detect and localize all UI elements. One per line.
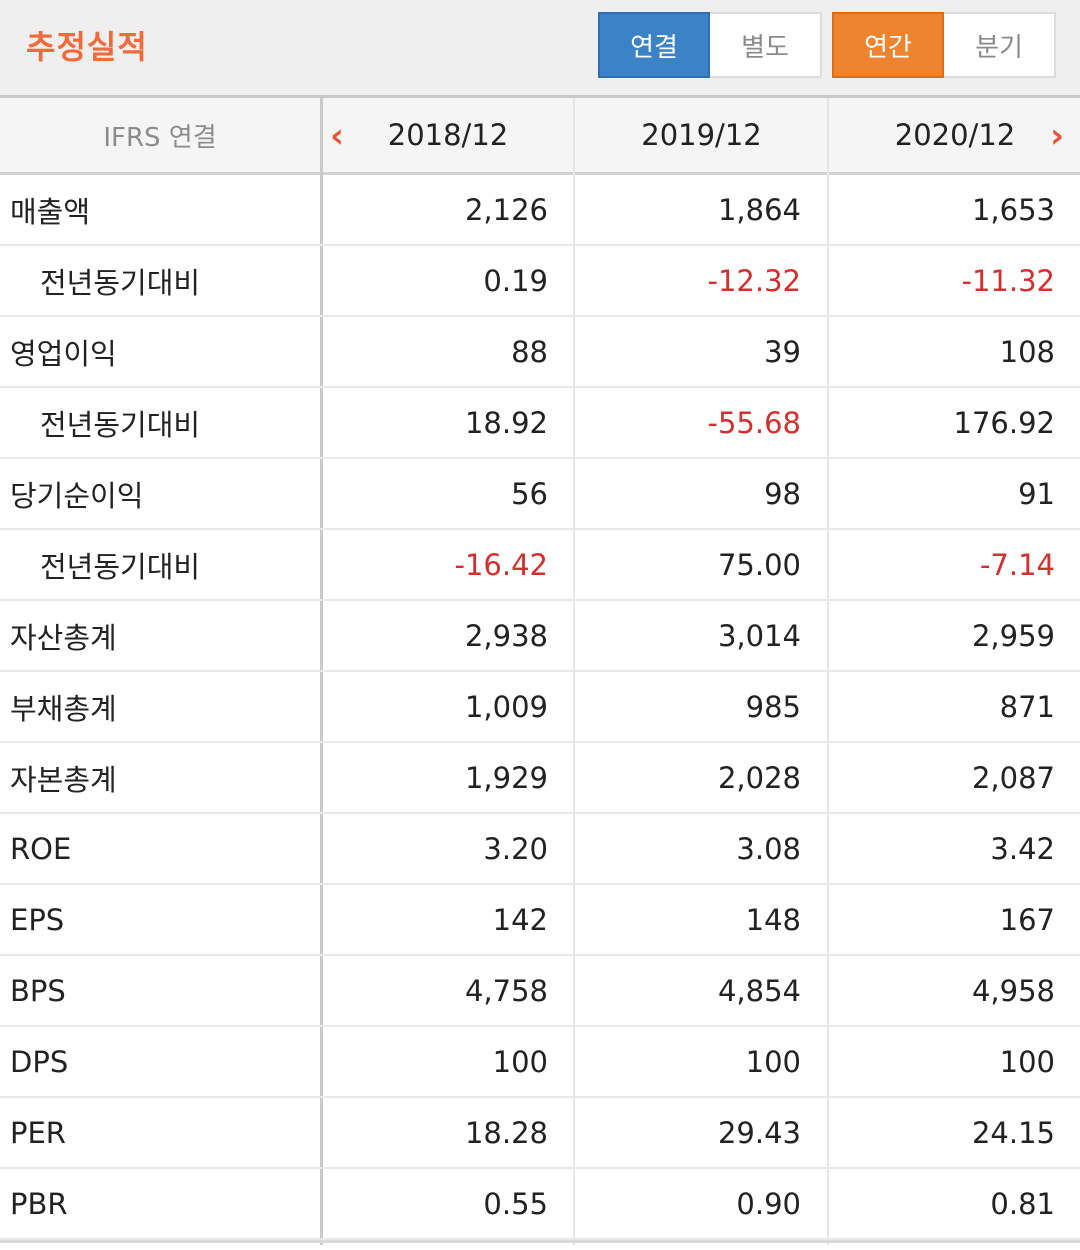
consolidated-button[interactable]: 연결 (598, 12, 710, 78)
value-cell: 100 (745, 1044, 801, 1079)
chevron-right-icon[interactable]: › (1050, 116, 1065, 156)
value-cell: 3,014 (717, 618, 801, 653)
value-cell: 2,028 (717, 760, 801, 795)
table-row: 자본총계 1,929 2,028 2,087 (0, 743, 1080, 814)
value-cell: 2,938 (464, 618, 548, 653)
row-label: 자본총계 (10, 762, 117, 797)
annual-button[interactable]: 연간 (832, 12, 944, 78)
value-cell: 1,653 (971, 192, 1055, 227)
value-cell: 2,087 (971, 760, 1055, 795)
value-cell: 4,854 (717, 973, 801, 1008)
value-cell: 88 (511, 334, 548, 369)
consolidation-toggle: 연결 별도 (598, 12, 822, 78)
value-cell: 1,009 (464, 689, 548, 724)
ifrs-label: IFRS 연결 (103, 122, 217, 153)
header-bar: 추정실적 연결 별도 연간 분기 (0, 0, 1080, 95)
value-cell: 4,958 (971, 973, 1055, 1008)
table-row: 당기순이익 56 98 91 (0, 459, 1080, 530)
row-label: 매출액 (10, 194, 91, 229)
value-cell: 0.19 (483, 263, 548, 298)
value-cell: -7.14 (979, 547, 1055, 582)
row-label: 당기순이익 (10, 478, 144, 513)
table-row: EPS 142 148 167 (0, 885, 1080, 956)
table-row: PBR 0.55 0.90 0.81 (0, 1169, 1080, 1240)
year-header-3: 2020/12 (894, 118, 1016, 152)
value-cell: 98 (764, 476, 801, 511)
table-row: 매출액 2,126 1,864 1,653 (0, 175, 1080, 246)
value-cell: 18.28 (464, 1115, 548, 1150)
period-toggle: 연간 분기 (832, 12, 1056, 78)
value-cell: 3.42 (990, 831, 1055, 866)
value-cell: 1,864 (717, 192, 801, 227)
quarterly-button[interactable]: 분기 (944, 12, 1056, 78)
value-cell: -11.32 (961, 263, 1056, 298)
value-cell: 0.81 (990, 1186, 1055, 1221)
table-row: DPS 100 100 100 (0, 1027, 1080, 1098)
value-cell: 18.92 (464, 405, 548, 440)
value-cell: -12.32 (707, 263, 802, 298)
value-cell: 871 (999, 689, 1055, 724)
value-cell: 985 (745, 689, 801, 724)
value-cell: 100 (999, 1044, 1055, 1079)
value-cell: 24.15 (971, 1115, 1055, 1150)
value-cell: 1,929 (464, 760, 548, 795)
row-label: EPS (10, 902, 65, 937)
value-cell: 75.00 (717, 547, 801, 582)
table-header: IFRS 연결 2018/12 2019/12 2020/12 ‹ › (0, 98, 1080, 175)
value-cell: 56 (511, 476, 548, 511)
row-label: PER (10, 1115, 66, 1150)
value-cell: 142 (492, 902, 548, 937)
chevron-left-icon[interactable]: ‹ (330, 116, 345, 156)
value-cell: 108 (999, 334, 1055, 369)
value-cell: 29.43 (717, 1115, 801, 1150)
row-label: DPS (10, 1044, 69, 1079)
value-cell: 167 (999, 902, 1055, 937)
estimates-table: IFRS 연결 2018/12 2019/12 2020/12 ‹ › 매출액 2… (0, 95, 1080, 1245)
table-row: ROE 3.20 3.08 3.42 (0, 814, 1080, 885)
value-cell: -16.42 (454, 547, 549, 582)
year-header-1: 2018/12 (387, 118, 509, 152)
table-row: 전년동기대비 0.19 -12.32 -11.32 (0, 246, 1080, 317)
value-cell: 4,758 (464, 973, 548, 1008)
page-title: 추정실적 (26, 28, 148, 66)
value-cell: 2,126 (464, 192, 548, 227)
table-body: 매출액 2,126 1,864 1,653 전년동기대비 0.19 -12.32 -11.32… (0, 175, 1080, 1240)
row-label: BPS (10, 973, 66, 1008)
row-label: 전년동기대비 (40, 265, 201, 300)
table-row: 부채총계 1,009 985 871 (0, 672, 1080, 743)
value-cell: 0.55 (483, 1186, 548, 1221)
divider (0, 1240, 1080, 1243)
value-cell: 3.08 (736, 831, 801, 866)
value-cell: 3.20 (483, 831, 548, 866)
table-row: 영업이익 88 39 108 (0, 317, 1080, 388)
value-cell: 100 (492, 1044, 548, 1079)
year-header-2: 2019/12 (641, 118, 762, 152)
table-row: BPS 4,758 4,854 4,958 (0, 956, 1080, 1027)
row-label: ROE (10, 831, 72, 866)
table-row: PER 18.28 29.43 24.15 (0, 1098, 1080, 1169)
row-label: 영업이익 (10, 336, 117, 371)
table-row: 자산총계 2,938 3,014 2,959 (0, 601, 1080, 672)
row-label: 자산총계 (10, 620, 117, 655)
row-label: PBR (10, 1186, 68, 1221)
value-cell: 148 (745, 902, 801, 937)
value-cell: 2,959 (971, 618, 1055, 653)
row-label: 부채총계 (10, 691, 117, 726)
row-label: 전년동기대비 (40, 407, 201, 442)
value-cell: 176.92 (953, 405, 1055, 440)
table-row: 전년동기대비 -16.42 75.00 -7.14 (0, 530, 1080, 601)
table-row: 전년동기대비 18.92 -55.68 176.92 (0, 388, 1080, 459)
value-cell: 39 (764, 334, 801, 369)
row-label: 전년동기대비 (40, 549, 201, 584)
value-cell: 0.90 (736, 1186, 801, 1221)
separate-button[interactable]: 별도 (710, 12, 822, 78)
value-cell: 91 (1018, 476, 1055, 511)
value-cell: -55.68 (707, 405, 802, 440)
